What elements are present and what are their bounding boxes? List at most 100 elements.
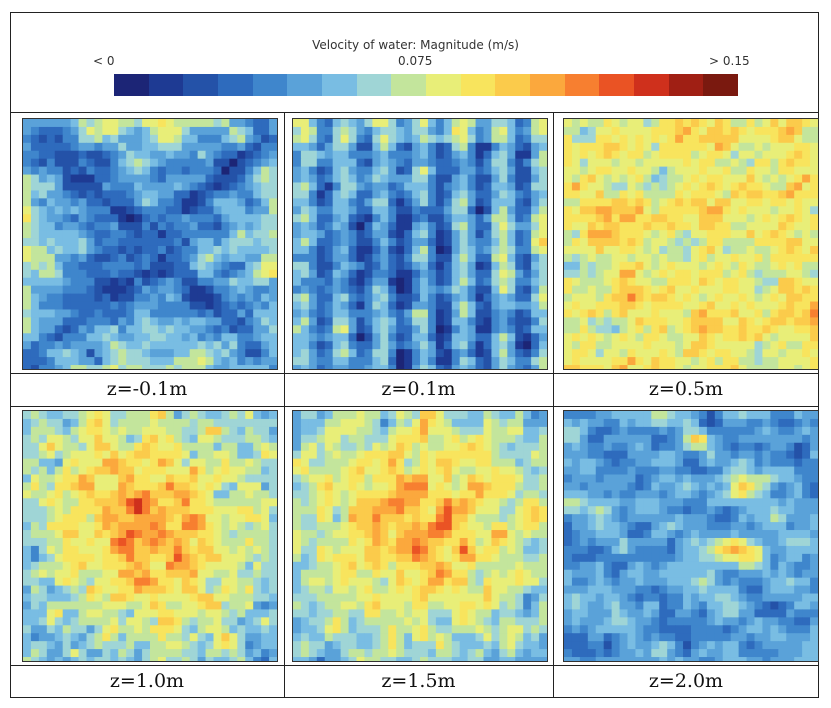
velocity-cell bbox=[110, 301, 119, 310]
velocity-cell bbox=[459, 617, 469, 626]
velocity-cell bbox=[213, 537, 222, 547]
velocity-cell bbox=[197, 625, 207, 634]
velocity-cell bbox=[300, 134, 310, 144]
velocity-cell bbox=[372, 214, 381, 223]
velocity-cell bbox=[730, 301, 740, 310]
velocity-cell bbox=[571, 245, 581, 255]
velocity-cell bbox=[118, 174, 127, 183]
velocity-cell bbox=[627, 150, 636, 160]
velocity-cell bbox=[427, 333, 437, 342]
velocity-cell bbox=[571, 182, 581, 191]
velocity-cell bbox=[794, 214, 803, 223]
velocity-cell bbox=[491, 349, 500, 358]
velocity-cell bbox=[308, 253, 318, 263]
velocity-cell bbox=[579, 166, 589, 176]
velocity-cell bbox=[269, 206, 277, 215]
velocity-cell bbox=[404, 134, 413, 144]
velocity-cell bbox=[571, 214, 581, 223]
velocity-cell bbox=[412, 442, 421, 452]
velocity-cell bbox=[786, 317, 795, 326]
velocity-cell bbox=[189, 301, 199, 310]
velocity-cell bbox=[110, 593, 119, 602]
velocity-cell bbox=[356, 134, 365, 144]
velocity-cell bbox=[754, 325, 763, 334]
velocity-cell bbox=[491, 569, 500, 579]
velocity-cell bbox=[181, 649, 191, 658]
velocity-cell bbox=[722, 309, 732, 318]
velocity-cell bbox=[142, 349, 151, 358]
velocity-cell bbox=[786, 206, 795, 215]
velocity-cell bbox=[78, 593, 87, 602]
velocity-cell bbox=[427, 617, 437, 626]
velocity-cell bbox=[54, 609, 64, 618]
velocity-cell bbox=[380, 450, 389, 460]
velocity-cell bbox=[420, 561, 429, 571]
velocity-cell bbox=[237, 365, 246, 369]
velocity-cell bbox=[126, 641, 135, 650]
velocity-cell bbox=[54, 442, 64, 452]
velocity-cell bbox=[245, 585, 254, 595]
velocity-cell bbox=[746, 166, 755, 176]
velocity-cell bbox=[746, 269, 755, 279]
velocity-cell bbox=[245, 498, 254, 507]
velocity-cell bbox=[523, 530, 532, 539]
velocity-cell bbox=[499, 601, 508, 610]
velocity-cell bbox=[94, 474, 103, 483]
velocity-cell bbox=[786, 238, 795, 247]
velocity-cell bbox=[221, 561, 230, 571]
velocity-cell bbox=[404, 166, 413, 176]
velocity-cell bbox=[691, 190, 700, 199]
velocity-cell bbox=[515, 530, 524, 539]
velocity-cell bbox=[102, 261, 111, 271]
velocity-cell bbox=[245, 434, 254, 444]
velocity-cell bbox=[78, 253, 87, 263]
velocity-cell bbox=[451, 277, 461, 287]
velocity-cell bbox=[324, 585, 334, 595]
velocity-cell bbox=[189, 553, 199, 563]
velocity-cell bbox=[427, 442, 437, 452]
velocity-cell bbox=[372, 577, 381, 587]
velocity-cell bbox=[205, 142, 214, 152]
velocity-cell bbox=[451, 498, 461, 507]
velocity-cell bbox=[293, 309, 302, 318]
velocity-cell bbox=[523, 261, 532, 271]
velocity-cell bbox=[531, 569, 540, 579]
velocity-cell bbox=[483, 593, 492, 602]
velocity-cell bbox=[786, 222, 795, 231]
velocity-cell bbox=[142, 458, 151, 468]
velocity-cell bbox=[412, 245, 421, 255]
velocity-cell bbox=[412, 150, 421, 160]
velocity-cell bbox=[722, 150, 732, 160]
velocity-cell bbox=[316, 365, 326, 369]
velocity-cell bbox=[205, 174, 214, 183]
velocity-cell bbox=[746, 158, 755, 168]
velocity-cell bbox=[356, 150, 365, 160]
velocity-cell bbox=[372, 245, 381, 255]
velocity-cell bbox=[746, 357, 755, 366]
velocity-cell bbox=[810, 309, 818, 318]
velocity-cell bbox=[372, 206, 381, 215]
velocity-cell bbox=[197, 458, 207, 468]
velocity-cell bbox=[165, 434, 175, 444]
velocity-cell bbox=[627, 269, 636, 279]
velocity-cell bbox=[738, 261, 748, 271]
velocity-cell bbox=[205, 119, 214, 128]
velocity-cell bbox=[94, 174, 103, 183]
velocity-cell bbox=[435, 119, 445, 128]
velocity-cell bbox=[412, 253, 421, 263]
velocity-cell bbox=[491, 593, 500, 602]
velocity-cell bbox=[253, 585, 262, 595]
velocity-cell bbox=[165, 474, 175, 483]
velocity-cell bbox=[515, 498, 524, 507]
velocity-cell bbox=[324, 198, 334, 207]
velocity-cell bbox=[499, 230, 508, 239]
velocity-cell bbox=[467, 482, 477, 491]
velocity-cell bbox=[499, 126, 508, 136]
velocity-cell bbox=[404, 190, 413, 199]
velocity-cell bbox=[491, 142, 500, 152]
velocity-cell bbox=[364, 458, 373, 468]
velocity-cell bbox=[324, 490, 334, 499]
velocity-cell bbox=[221, 545, 230, 555]
velocity-cell bbox=[102, 325, 111, 334]
velocity-cell bbox=[627, 365, 636, 369]
